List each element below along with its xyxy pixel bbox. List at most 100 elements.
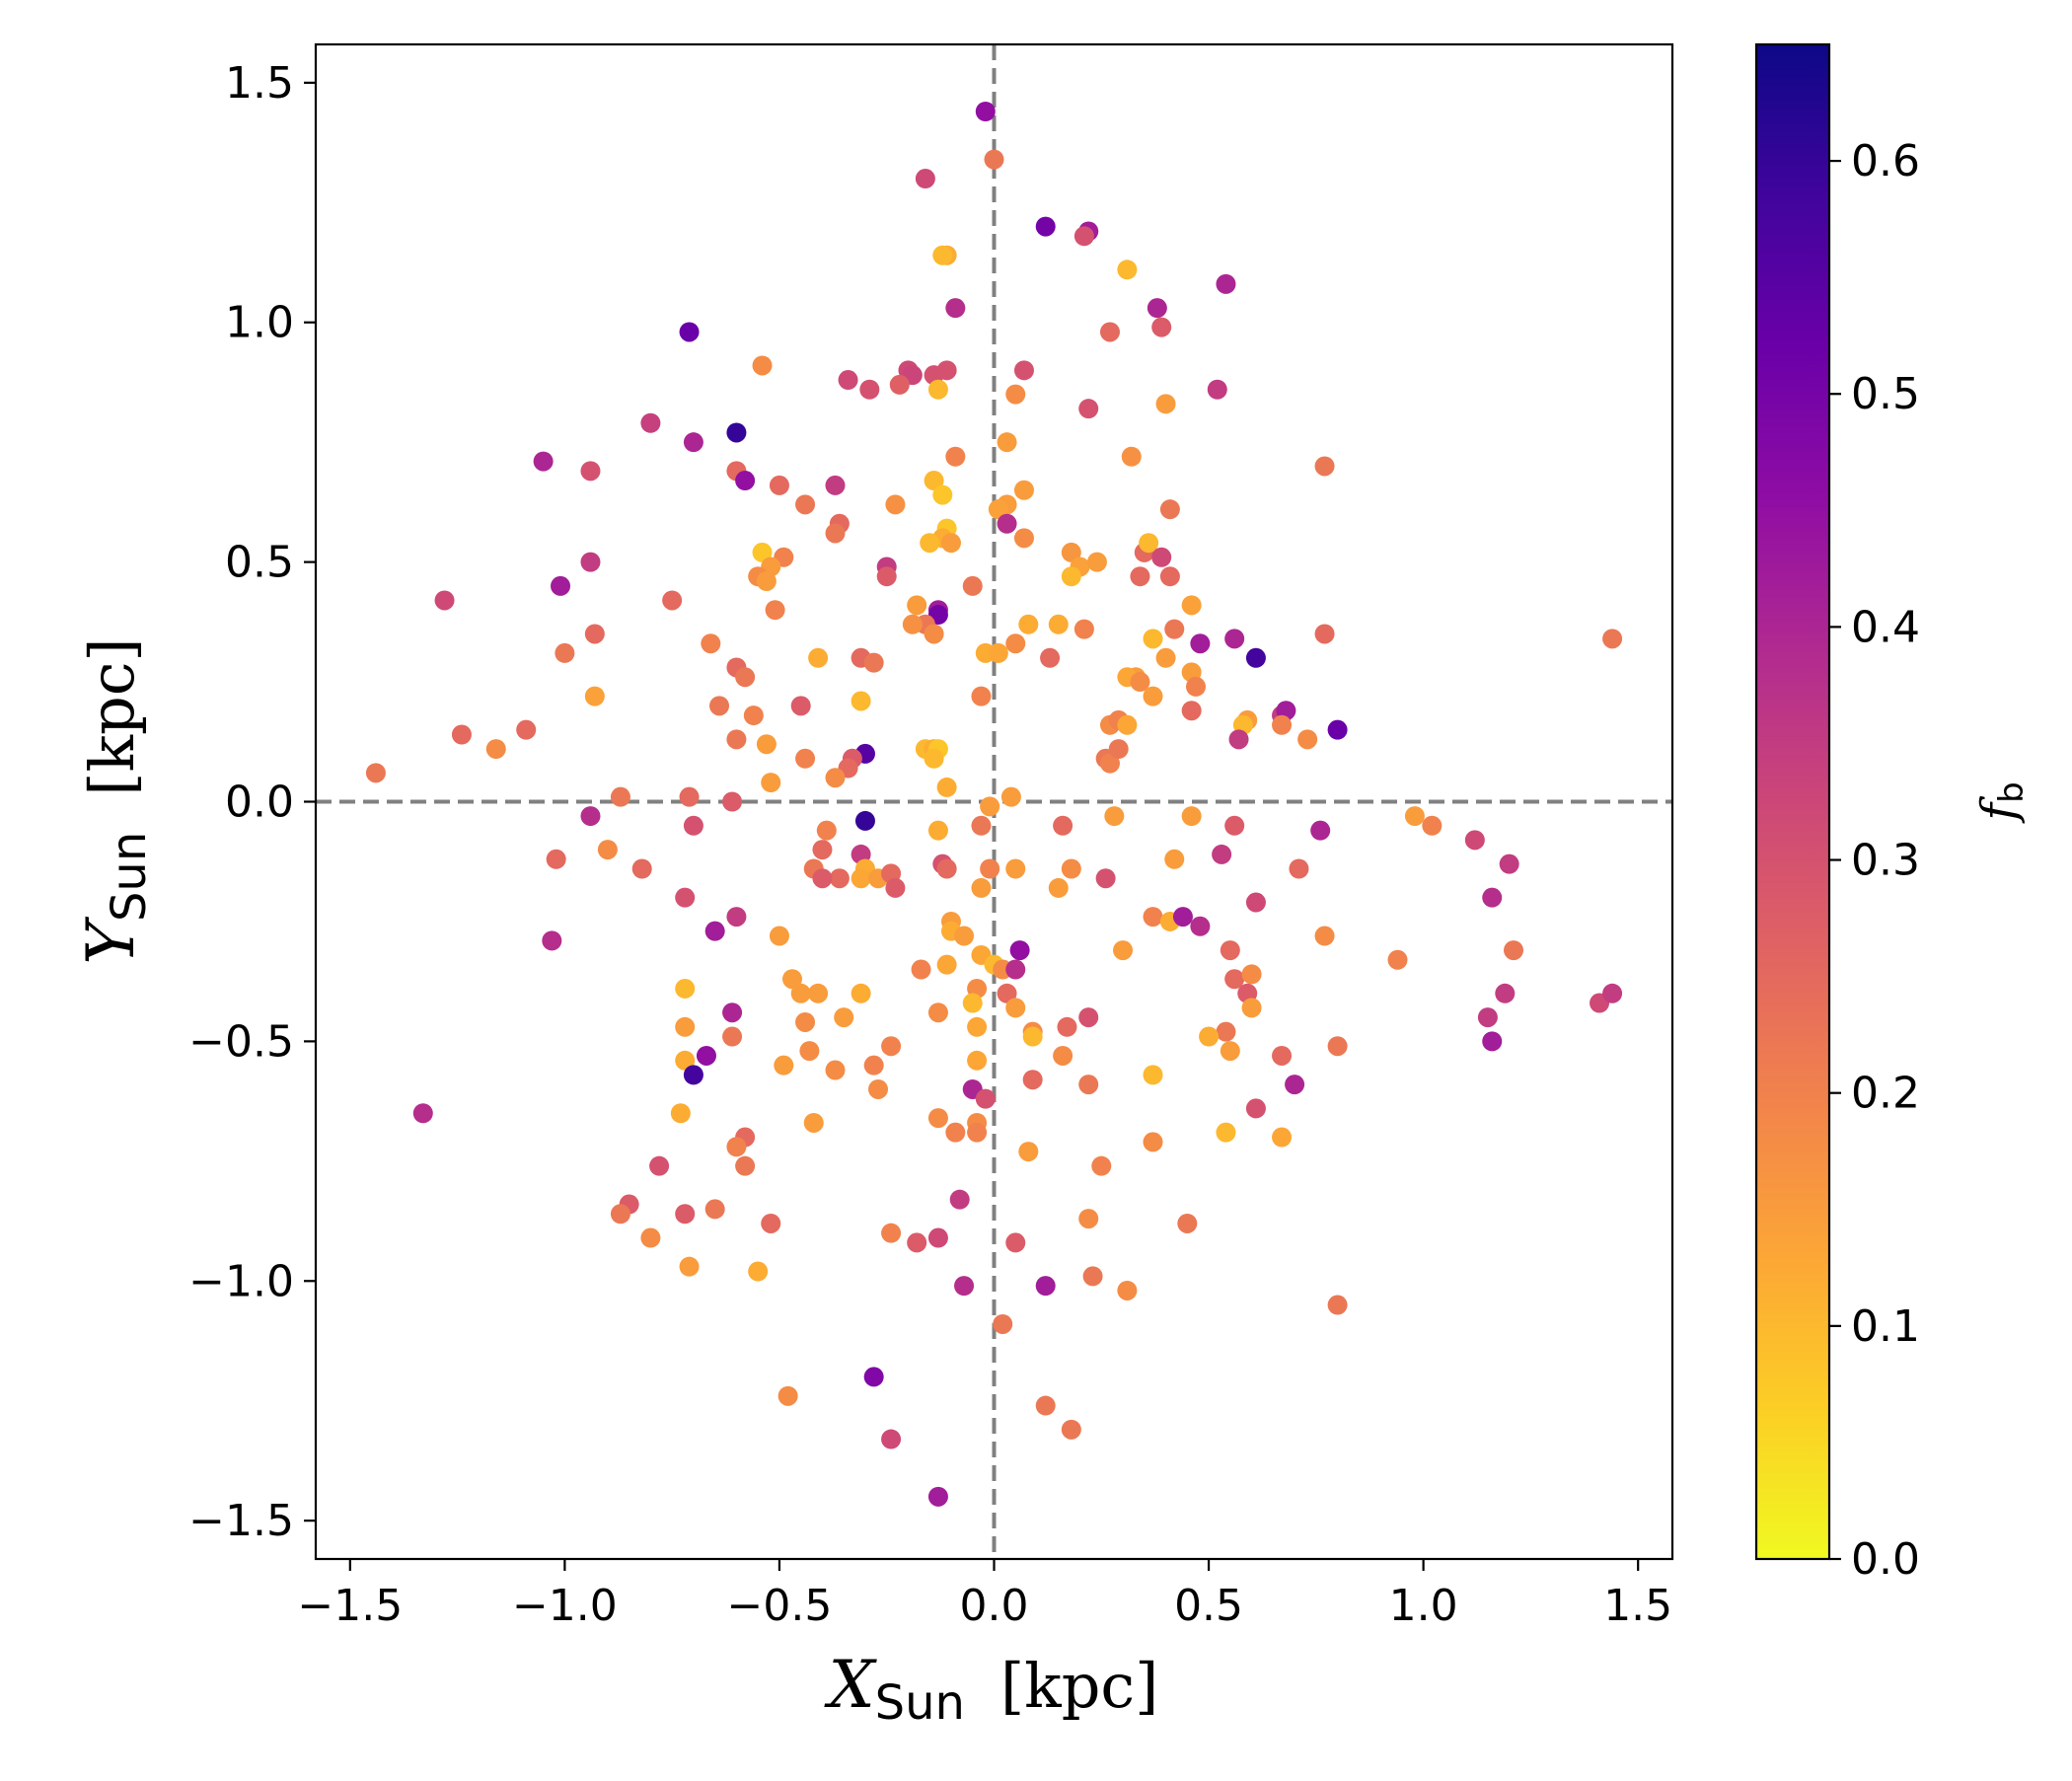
data-point [1315, 456, 1335, 476]
data-point [855, 811, 875, 831]
data-point [932, 246, 952, 265]
data-point [1328, 720, 1348, 740]
data-point [1246, 893, 1266, 913]
data-point [757, 571, 777, 591]
data-point [774, 1056, 793, 1076]
data-point [812, 868, 832, 888]
data-point [1143, 629, 1162, 648]
data-point [967, 1123, 987, 1143]
data-point [1216, 1022, 1235, 1042]
data-point [1143, 1065, 1162, 1084]
data-point [1242, 998, 1262, 1017]
data-point [1151, 548, 1171, 567]
colorbar-tick-label: 0.3 [1851, 836, 1920, 886]
data-point [1177, 1214, 1197, 1233]
data-point [1422, 816, 1442, 836]
data-point [1164, 620, 1184, 639]
data-point [1242, 964, 1262, 984]
data-point [963, 576, 983, 596]
data-point [761, 773, 780, 792]
y-axis-label: YSun[kpc] [73, 637, 157, 964]
data-point [1117, 715, 1137, 735]
data-point [954, 927, 974, 946]
data-point [937, 859, 957, 879]
data-point [1053, 1046, 1073, 1066]
data-point [1078, 399, 1098, 418]
data-point [611, 1204, 630, 1224]
data-point [1078, 1209, 1098, 1228]
data-point [675, 1204, 695, 1224]
x-axis-label-var: X [824, 1647, 878, 1723]
colorbar-label-sub: b [1992, 781, 2032, 803]
y-tick-label: 0.0 [225, 778, 294, 828]
data-point [722, 1002, 742, 1022]
data-point [1005, 960, 1025, 980]
data-point [680, 787, 700, 807]
data-point [766, 600, 785, 620]
data-point [726, 1137, 746, 1156]
data-point [993, 1314, 1012, 1334]
data-point [1062, 566, 1081, 586]
data-point [1113, 940, 1133, 960]
data-point [928, 1108, 948, 1128]
data-point [1078, 1075, 1098, 1094]
data-point [1328, 1296, 1348, 1315]
data-point [954, 1276, 974, 1296]
data-point [611, 787, 630, 807]
data-point [632, 859, 652, 879]
data-point [963, 994, 983, 1013]
colorbar-tick-label: 0.0 [1851, 1534, 1920, 1585]
data-point [1096, 868, 1116, 888]
y-tick-label: 0.5 [225, 538, 294, 588]
data-point [551, 576, 570, 596]
data-point [985, 150, 1004, 170]
data-point [486, 739, 506, 759]
y-tick-label: −0.5 [188, 1016, 294, 1067]
y-axis-ticks: −1.5−1.0−0.50.00.51.01.5 [188, 58, 316, 1546]
data-point [925, 749, 944, 769]
data-point [1005, 998, 1025, 1017]
data-point [839, 370, 858, 390]
data-point [795, 494, 815, 514]
data-point [1160, 499, 1180, 519]
data-point [662, 590, 682, 610]
data-point [976, 1089, 996, 1109]
data-point [868, 1079, 888, 1099]
colorbar-label: fb [1971, 781, 2032, 823]
data-point [1040, 648, 1060, 668]
data-point [941, 533, 961, 553]
data-point [1130, 566, 1149, 586]
data-point [1036, 217, 1056, 237]
data-point [791, 984, 811, 1003]
data-point [864, 653, 884, 673]
x-tick-label: 1.5 [1603, 1581, 1672, 1631]
data-point [851, 691, 871, 710]
data-point [864, 1367, 884, 1386]
data-point [1164, 850, 1184, 869]
x-tick-label: −0.5 [727, 1581, 833, 1631]
data-point [945, 298, 965, 318]
data-point [1297, 729, 1317, 749]
data-point [881, 1430, 901, 1449]
data-point [928, 1002, 948, 1022]
data-point [998, 432, 1017, 452]
data-point [937, 955, 957, 975]
data-point [1495, 984, 1515, 1003]
data-point [881, 1036, 901, 1056]
data-point [1091, 1156, 1111, 1176]
data-point [1109, 739, 1129, 759]
data-point [1036, 1276, 1056, 1296]
data-point [705, 1199, 725, 1219]
data-point [971, 687, 991, 706]
data-point [1229, 729, 1249, 749]
data-point [1036, 1396, 1056, 1416]
data-point [916, 169, 935, 188]
data-point [1186, 677, 1206, 697]
data-point [1053, 816, 1073, 836]
data-point [680, 1257, 700, 1277]
data-point [757, 734, 777, 754]
x-tick-label: −1.5 [297, 1581, 403, 1631]
data-point [1074, 226, 1094, 246]
data-point [795, 749, 815, 769]
